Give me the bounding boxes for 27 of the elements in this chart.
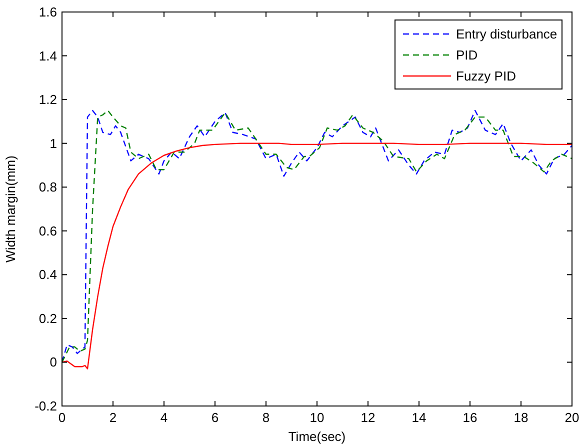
x-tick-label: 4 xyxy=(160,410,168,425)
y-tick-label: 1 xyxy=(50,136,57,151)
y-tick-label: -0.2 xyxy=(34,398,57,414)
x-tick-label: 10 xyxy=(310,410,324,425)
y-axis-title: Width margin(mm) xyxy=(3,156,18,262)
y-tick-label: 0.2 xyxy=(38,310,57,326)
x-tick-label: 16 xyxy=(462,410,478,425)
x-tick-label: 18 xyxy=(514,410,528,425)
x-tick-label: 14 xyxy=(412,410,426,425)
x-tick-label: 6 xyxy=(211,410,219,425)
x-tick-label: 2 xyxy=(109,410,117,425)
legend-label: Fuzzy PID xyxy=(456,68,516,84)
y-tick-label: 1.6 xyxy=(38,4,57,20)
x-tick-label: 12 xyxy=(360,410,376,425)
x-axis-title: Time(sec) xyxy=(288,429,346,444)
x-tick-label: 8 xyxy=(262,410,270,425)
x-tick-label: 20 xyxy=(564,410,580,425)
line-series xyxy=(61,110,573,363)
y-tick-label: 0.8 xyxy=(38,180,57,195)
legend-label: Entry disturbance xyxy=(456,26,558,42)
legend-label: PID xyxy=(456,48,478,62)
y-tick-label: 1.4 xyxy=(38,48,57,64)
y-tick-label: 0.6 xyxy=(38,223,57,238)
y-tick-label: 0 xyxy=(50,354,57,370)
y-tick-label: 0.4 xyxy=(38,267,57,282)
line-series xyxy=(61,142,573,370)
y-tick-label: 1.2 xyxy=(38,92,57,108)
